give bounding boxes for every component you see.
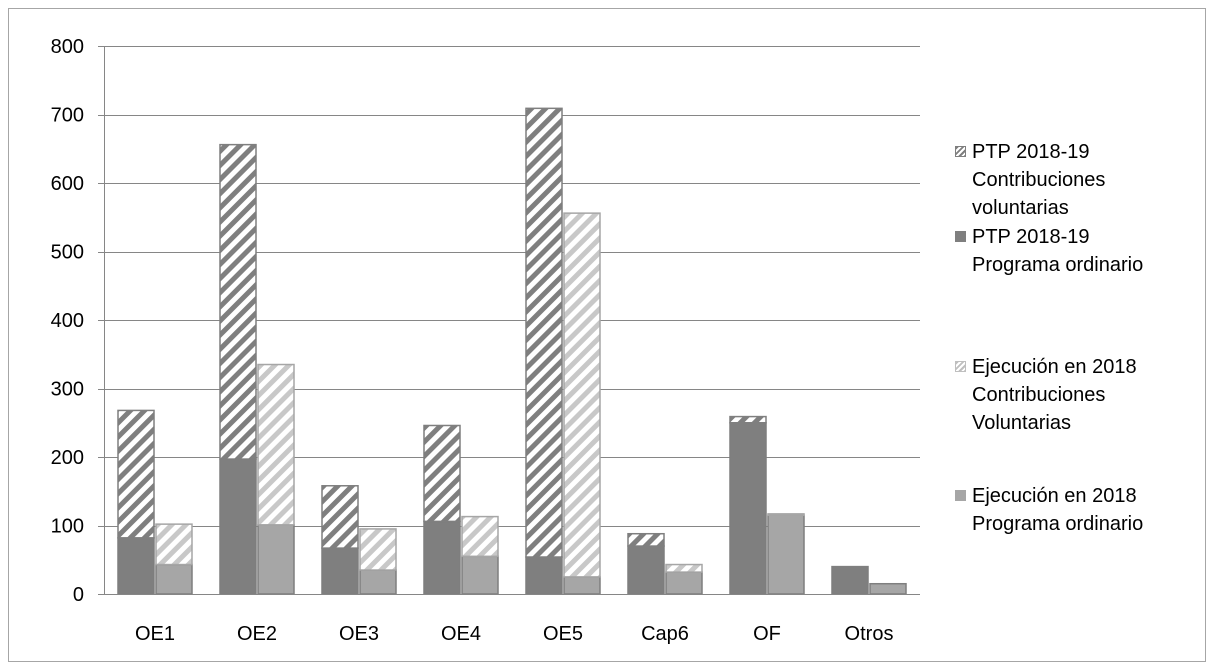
legend-label-line: Voluntarias	[972, 412, 1071, 434]
bar-ptp-voluntarias	[729, 415, 767, 424]
x-tick-label: Cap6	[641, 623, 689, 645]
y-tick-label: 300	[51, 379, 84, 401]
x-tick-label: Otros	[845, 623, 894, 645]
bar-ejec-voluntarias	[155, 523, 193, 566]
legend-label-line: Programa ordinario	[972, 513, 1144, 535]
bar-ejec-ordinario	[767, 514, 805, 595]
x-tick-label: OF	[753, 623, 781, 645]
bar-ptp-ordinario	[525, 556, 563, 595]
legend-label-line: PTP 2018-19	[972, 226, 1090, 248]
bar-ptp-ordinario	[627, 545, 665, 595]
legend-label-line: voluntarias	[972, 197, 1069, 219]
bar-ptp-voluntarias	[627, 532, 665, 547]
legend-label-line: Contribuciones	[972, 169, 1106, 191]
legend-swatch	[955, 231, 966, 242]
bar-ptp-ordinario	[423, 520, 461, 595]
bar-ptp-ordinario	[117, 537, 155, 595]
x-tick-labels: OE1 OE2 OE3 OE4 OE5 Cap6 OF Otros	[135, 623, 893, 645]
bar-ejec-ordinario	[359, 569, 397, 595]
legend-label-line: Ejecución en 2018	[972, 356, 1137, 378]
x-tick-label: OE2	[237, 623, 277, 645]
bar-ptp-voluntarias	[117, 409, 155, 539]
y-tick-label: 100	[51, 516, 84, 538]
bar-ejec-voluntarias	[257, 363, 295, 526]
bar-ptp-voluntarias	[423, 424, 461, 523]
legend-swatch	[955, 361, 966, 372]
bar-ejec-ordinario	[563, 576, 601, 595]
x-tick-label: OE4	[441, 623, 481, 645]
bar-ejec-voluntarias	[665, 563, 703, 573]
bar-ejec-ordinario	[665, 571, 703, 595]
bar-ptp-ordinario	[219, 458, 257, 595]
x-tick-label: OE3	[339, 623, 379, 645]
bar-ptp-voluntarias	[321, 485, 359, 549]
y-tick-labels: 0 100 200 300 400 500 600 700 800	[51, 36, 84, 606]
bar-ptp-voluntarias	[219, 143, 257, 460]
chart-frame	[8, 8, 1206, 662]
bar-ejec-ordinario	[257, 524, 295, 595]
legend-label: PTP 2018-19 Programa ordinario	[972, 223, 1205, 279]
bar-ejec-voluntarias	[563, 212, 601, 578]
y-tick-label: 500	[51, 242, 84, 264]
y-tick-label: 800	[51, 36, 84, 58]
legend-label: PTP 2018-19 Contribuciones voluntarias	[972, 138, 1205, 222]
y-tick-label: 600	[51, 173, 84, 195]
axes	[98, 46, 920, 595]
bar-ejec-voluntarias	[461, 515, 499, 558]
x-tick-label: OE5	[543, 623, 583, 645]
bar-ptp-ordinario	[831, 565, 869, 595]
legend-label-line: PTP 2018-19	[972, 141, 1090, 163]
bar-ptp-ordinario	[729, 422, 767, 595]
legend-swatch	[955, 146, 966, 157]
y-tick-label: 0	[73, 584, 84, 606]
y-tick-label: 400	[51, 310, 84, 332]
bar-ejec-ordinario	[869, 582, 907, 595]
legend-label: Ejecución en 2018 Programa ordinario	[972, 482, 1205, 538]
bar-ejec-voluntarias	[359, 528, 397, 571]
legend-label: Ejecución en 2018 Contribuciones Voluntari…	[972, 353, 1205, 437]
legend-swatch	[955, 490, 966, 501]
bar-ptp-voluntarias	[525, 107, 563, 558]
bars	[117, 107, 907, 595]
bar-ejec-ordinario	[461, 555, 499, 595]
legend-label-line: Programa ordinario	[972, 254, 1144, 276]
x-tick-label: OE1	[135, 623, 175, 645]
y-tick-label: 200	[51, 447, 84, 469]
legend-label-line: Ejecución en 2018	[972, 485, 1137, 507]
bar-ptp-ordinario	[321, 547, 359, 595]
bar-ejec-voluntarias	[767, 513, 805, 516]
legend-label-line: Contribuciones	[972, 384, 1106, 406]
y-tick-label: 700	[51, 105, 84, 127]
bar-ejec-ordinario	[155, 563, 193, 595]
